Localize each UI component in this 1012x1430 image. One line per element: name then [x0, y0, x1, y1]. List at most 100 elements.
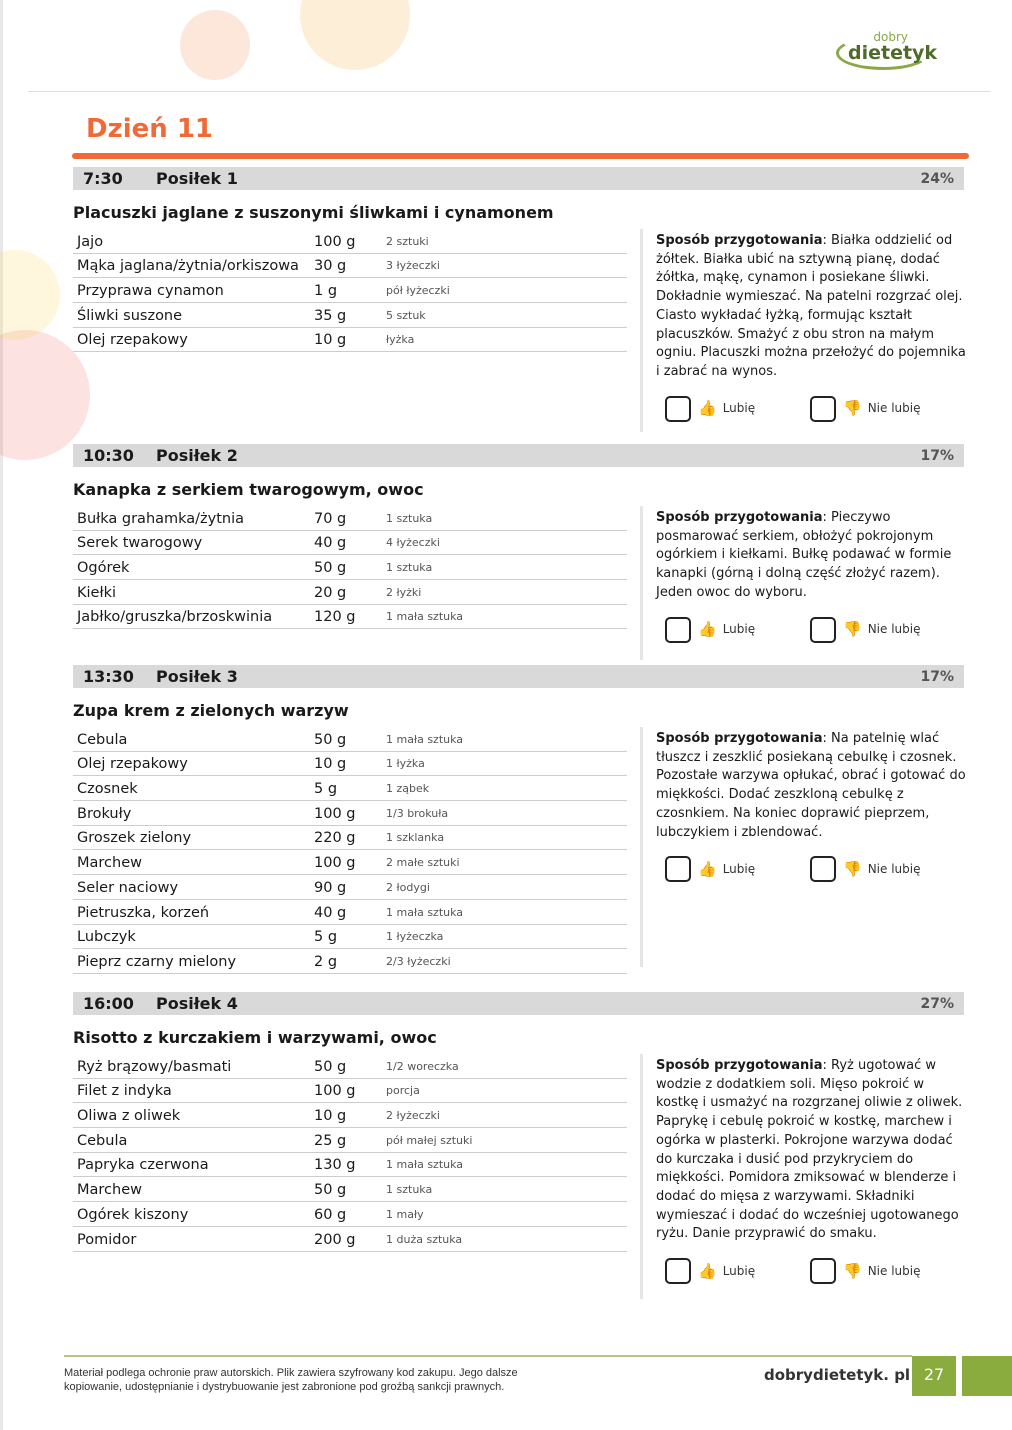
- ingredient-row: Ogórek kiszony 60 g 1 mały: [73, 1202, 627, 1227]
- ingredient-name: Kiełki: [77, 584, 117, 601]
- ingredient-measure: 1 mała sztuka: [386, 610, 464, 624]
- ingredient-name: Przyprawa cynamon: [77, 283, 224, 300]
- ingredient-measure: 2 sztuki: [386, 234, 429, 248]
- dislike-checkbox[interactable]: [810, 395, 836, 422]
- preparation-label: Sposób przygotowania: [656, 1058, 823, 1073]
- ingredient-row: Śliwki suszone 35 g 5 sztuk: [73, 303, 627, 328]
- ingredient-measure: 1 mały: [386, 1207, 424, 1221]
- dislike-option[interactable]: 👎 Nie lubię: [801, 395, 946, 422]
- ingredient-quantity: 5 g: [314, 781, 338, 798]
- ingredient-measure: 2 łyżki: [386, 585, 422, 599]
- preparation-text: Sposób przygotowania: Ryż ugotować w wod…: [656, 1058, 963, 1242]
- dislike-label: Nie lubię: [867, 861, 921, 876]
- ingredient-measure: 1 szklanka: [386, 831, 445, 845]
- ingredient-row: Groszek zielony 220 g 1 szklanka: [73, 826, 627, 851]
- ingredient-row: Mąka jaglana/żytnia/orkiszowa 30 g 3 łyż…: [73, 254, 627, 279]
- ingredient-measure: 1 sztuka: [386, 561, 433, 575]
- ingredient-row: Ogórek 50 g 1 sztuka: [73, 555, 627, 581]
- like-checkbox[interactable]: [665, 1258, 691, 1285]
- ingredient-name: Pomidor: [77, 1231, 137, 1248]
- meal-name: Posiłek 2: [156, 446, 238, 465]
- ingredient-quantity: 130 g: [314, 1157, 356, 1174]
- ingredient-row: Marchew 100 g 2 małe sztuki: [73, 850, 627, 876]
- like-checkbox[interactable]: [665, 856, 691, 883]
- dislike-option[interactable]: 👎 Nie lubię: [801, 856, 946, 883]
- like-option[interactable]: 👍 Lubię: [656, 856, 801, 883]
- ingredient-quantity: 40 g: [314, 904, 347, 921]
- ingredient-quantity: 200 g: [314, 1231, 356, 1248]
- ingredient-name: Oliwa z oliwek: [77, 1108, 181, 1125]
- ingredient-measure: 1 łyżka: [386, 757, 425, 771]
- ingredient-row: Pieprz czarny mielony 2 g 2/3 łyżeczki: [73, 949, 627, 974]
- ingredient-name: Serek twarogowy: [77, 535, 203, 552]
- ingredient-quantity: 90 g: [314, 879, 347, 896]
- like-option[interactable]: 👍 Lubię: [656, 1258, 801, 1285]
- ingredient-name: Bułka grahamka/żytnia: [77, 510, 245, 527]
- like-label: Lubię: [722, 1263, 756, 1278]
- ingredient-name: Groszek zielony: [77, 830, 192, 847]
- meal-percent: 17%: [920, 447, 954, 464]
- dislike-checkbox[interactable]: [810, 1258, 836, 1285]
- meal-name: Posiłek 1: [156, 169, 238, 188]
- ingredient-quantity: 35 g: [314, 307, 347, 324]
- thumbs-down-icon: 👎: [843, 620, 862, 639]
- copyright-line: Materiał podlega ochronie praw autorskic…: [64, 1367, 518, 1379]
- ingredient-measure: 2/3 łyżeczki: [386, 954, 451, 968]
- ingredient-quantity: 10 g: [314, 1108, 347, 1125]
- ingredients-table: Cebula 50 g 1 mała sztuka Olej rzepakowy…: [73, 727, 627, 974]
- dislike-option[interactable]: 👎 Nie lubię: [801, 616, 946, 643]
- ingredient-row: Lubczyk 5 g 1 łyżeczka: [73, 925, 627, 950]
- preparation-panel: Sposób przygotowania: Ryż ugotować w wod…: [640, 1054, 970, 1299]
- thumbs-down-icon: 👎: [843, 859, 862, 878]
- ingredient-measure: 1 mała sztuka: [386, 905, 464, 919]
- ingredients-table: Ryż brązowy/basmati 50 g 1/2 woreczka Fi…: [73, 1054, 627, 1252]
- ingredient-name: Ogórek kiszony: [77, 1206, 189, 1223]
- vote-row: 👍 Lubię 👎 Nie lubię: [656, 395, 970, 422]
- dislike-checkbox[interactable]: [810, 856, 836, 883]
- meal-time: 13:30: [83, 667, 134, 686]
- like-option[interactable]: 👍 Lubię: [656, 395, 801, 422]
- ingredient-row: Kiełki 20 g 2 łyżki: [73, 580, 627, 605]
- ingredient-quantity: 100 g: [314, 1083, 356, 1100]
- meal-section: 16:00 Posiłek 4 27% Risotto z kurczakiem…: [73, 992, 964, 1299]
- ingredient-row: Cebula 50 g 1 mała sztuka: [73, 727, 627, 752]
- preparation-body: Białka oddzielić od żółtek. Białka ubić …: [656, 233, 966, 379]
- ingredient-quantity: 5 g: [314, 929, 338, 946]
- preparation-panel: Sposób przygotowania: Pieczywo posmarowa…: [640, 506, 970, 660]
- ingredient-name: Cebula: [77, 731, 128, 748]
- page-number: 27: [912, 1356, 956, 1396]
- ingredient-row: Pietruszka, korzeń 40 g 1 mała sztuka: [73, 900, 627, 925]
- ingredient-row: Pomidor 200 g 1 duża sztuka: [73, 1227, 627, 1252]
- ingredient-measure: 1 łyżeczka: [386, 930, 444, 944]
- preparation-panel: Sposób przygotowania: Białka oddzielić o…: [640, 229, 970, 432]
- ingredient-row: Jabłko/gruszka/brzoskwinia 120 g 1 mała …: [73, 605, 627, 630]
- footer-site[interactable]: dobrydietetyk. pl: [764, 1366, 911, 1384]
- ingredient-measure: 1 sztuka: [386, 1183, 433, 1197]
- ingredient-name: Filet z indyka: [77, 1083, 172, 1100]
- dislike-checkbox[interactable]: [810, 616, 836, 643]
- ingredient-quantity: 1 g: [314, 283, 338, 300]
- meal-percent: 17%: [920, 668, 954, 685]
- ingredient-quantity: 10 g: [314, 756, 347, 773]
- ingredient-row: Przyprawa cynamon 1 g pół łyżeczki: [73, 278, 627, 304]
- thumbs-down-icon: 👎: [843, 1261, 862, 1280]
- ingredient-quantity: 2 g: [314, 953, 338, 970]
- like-checkbox[interactable]: [665, 395, 691, 422]
- like-label: Lubię: [722, 401, 756, 416]
- ingredient-quantity: 20 g: [314, 584, 347, 601]
- ingredient-name: Lubczyk: [77, 929, 136, 946]
- footer-accent-block: [962, 1356, 1012, 1396]
- like-checkbox[interactable]: [665, 616, 691, 643]
- like-option[interactable]: 👍 Lubię: [656, 616, 801, 643]
- meal-time: 7:30: [83, 169, 123, 188]
- ingredient-name: Ryż brązowy/basmati: [77, 1058, 232, 1075]
- ingredient-name: Olej rzepakowy: [77, 756, 188, 773]
- vote-row: 👍 Lubię 👎 Nie lubię: [656, 856, 970, 883]
- dislike-label: Nie lubię: [867, 1263, 921, 1278]
- meal-time: 10:30: [83, 446, 134, 465]
- ingredient-measure: 1 mała sztuka: [386, 1158, 464, 1172]
- ingredient-measure: 1/3 brokuła: [386, 806, 449, 820]
- ingredient-name: Papryka czerwona: [77, 1157, 209, 1174]
- dislike-option[interactable]: 👎 Nie lubię: [801, 1258, 946, 1285]
- ingredient-name: Marchew: [77, 1182, 142, 1199]
